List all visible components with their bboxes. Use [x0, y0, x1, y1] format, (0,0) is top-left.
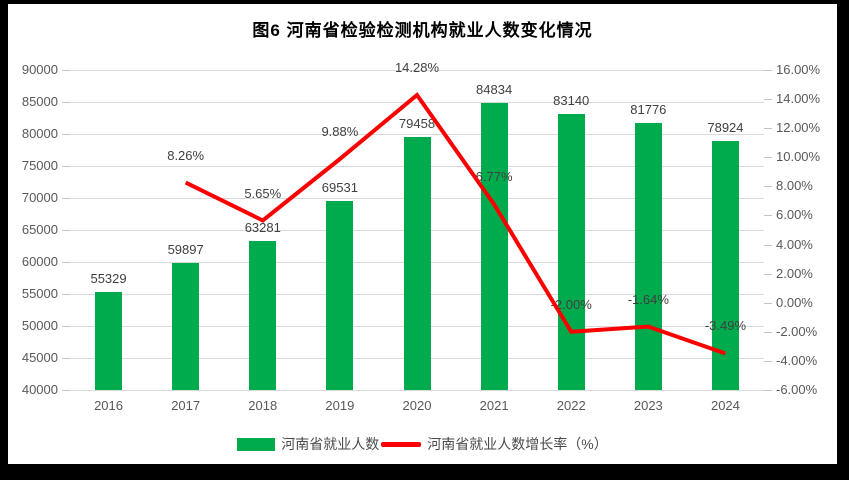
line-value-label: -3.49%	[704, 318, 747, 334]
right-axis-tick-label: 6.00%	[776, 207, 813, 223]
line-value-label: 14.28%	[394, 60, 440, 76]
right-axis-tick	[764, 99, 772, 101]
right-axis-tick-label: 2.00%	[776, 265, 813, 281]
right-axis-tick	[764, 157, 772, 159]
right-axis-tick	[764, 70, 772, 71]
left-axis-tick-label: 60000	[21, 254, 58, 269]
left-axis-tick-label: 55000	[21, 286, 58, 301]
x-axis-category-label: 2021	[479, 398, 509, 413]
right-axis-tick	[764, 302, 772, 304]
right-axis-tick	[764, 128, 772, 130]
legend-label: 河南省就业人数	[281, 436, 380, 452]
right-axis-tick-label: 8.00%	[776, 178, 813, 194]
line-value-label: -1.64%	[627, 291, 669, 307]
right-axis-tick-label: 12.00%	[776, 120, 821, 136]
chart-title: 图6 河南省检验检测机构就业人数变化情况	[252, 21, 593, 40]
line-value-label: 5.65%	[244, 185, 282, 201]
legend-label: 河南省就业人数增长率（%）	[427, 436, 608, 452]
line-value-label: 8.26%	[167, 147, 205, 163]
bar	[95, 291, 123, 390]
bar	[634, 122, 662, 390]
left-axis-tick-label: 85000	[21, 94, 58, 109]
legend-item-growth-rate: 河南省就业人数增长率（%）	[381, 434, 608, 454]
left-axis-tick-label: 40000	[21, 382, 58, 397]
right-axis-tick-label: 4.00%	[776, 236, 813, 252]
left-axis-tick	[62, 294, 70, 295]
x-axis-category-label: 2022	[556, 398, 586, 413]
right-axis-tick	[764, 186, 772, 188]
left-axis-tick-label: 70000	[21, 190, 58, 205]
x-axis-category-label: 2024	[710, 398, 740, 413]
right-axis-tick	[764, 390, 772, 391]
x-axis-category-label: 2018	[248, 398, 278, 413]
bar-value-label: 69531	[321, 180, 358, 195]
right-axis-tick	[764, 215, 772, 217]
bar	[172, 262, 200, 390]
left-axis-tick-label: 65000	[21, 222, 58, 237]
left-axis-tick	[62, 390, 70, 391]
right-axis-tick-label: 0.00%	[776, 294, 813, 310]
bar-value-label: 79458	[398, 116, 436, 132]
left-axis-tick	[62, 262, 70, 263]
right-axis-tick-label: -4.00%	[776, 352, 818, 368]
right-axis-tick	[764, 244, 772, 246]
right-axis-tick-label: -6.00%	[776, 382, 818, 397]
left-axis-tick	[62, 134, 70, 135]
bar-value-label: 84834	[476, 82, 513, 98]
bar-value-label: 59897	[167, 241, 204, 257]
bar	[711, 140, 739, 390]
bar-value-label: 55329	[90, 270, 127, 286]
bar	[557, 113, 585, 390]
right-axis-tick-label: 14.00%	[776, 91, 821, 107]
right-axis-tick	[764, 273, 772, 275]
bar	[326, 201, 354, 390]
x-axis-category-label: 2020	[402, 398, 432, 413]
bar	[403, 137, 431, 390]
left-axis-tick-label: 75000	[21, 158, 58, 173]
plot-gridline	[70, 390, 764, 391]
bar-value-label: 83140	[553, 92, 590, 108]
left-axis-tick	[62, 358, 70, 359]
legend-bar-swatch	[237, 437, 276, 451]
right-axis-tick-label: 16.00%	[776, 62, 821, 77]
x-axis-category-label: 2023	[633, 398, 663, 413]
legend-line-swatch	[381, 441, 422, 447]
left-axis-tick	[62, 166, 70, 167]
left-axis-tick	[62, 102, 70, 103]
legend-item-employment: 河南省就业人数	[237, 434, 379, 454]
bar	[480, 103, 508, 390]
chart-area: 图6 河南省检验检测机构就业人数变化情况 河南省就业人数 河南省就业人数增长率（%…	[8, 4, 837, 464]
left-axis-tick-label: 50000	[21, 318, 58, 333]
line-value-label: 6.77%	[475, 169, 513, 185]
left-axis-tick	[62, 326, 70, 327]
bar-value-label: 63281	[244, 220, 281, 235]
left-axis-tick	[62, 198, 70, 199]
right-axis-tick	[764, 331, 772, 333]
left-axis-tick-label: 80000	[21, 126, 58, 141]
x-axis-category-label: 2019	[325, 398, 355, 413]
bar-value-label: 81776	[630, 101, 667, 117]
right-axis-tick	[764, 360, 772, 362]
bar-value-label: 78924	[707, 119, 744, 135]
plot-gridline	[70, 70, 764, 71]
left-axis-tick	[62, 70, 70, 71]
x-axis-category-label: 2017	[171, 398, 201, 413]
x-axis-category-label: 2016	[94, 398, 123, 413]
left-axis-tick-label: 45000	[21, 350, 58, 365]
right-axis-tick-label: -2.00%	[776, 323, 818, 339]
left-axis-tick-label: 90000	[21, 62, 58, 77]
left-axis-tick	[62, 230, 70, 231]
line-value-label: 9.88%	[321, 124, 359, 140]
right-axis-tick-label: 10.00%	[776, 149, 821, 165]
legend: 河南省就业人数 河南省就业人数增长率（%）	[8, 434, 837, 454]
bar	[249, 241, 277, 390]
line-value-label: -2.00%	[550, 296, 592, 312]
